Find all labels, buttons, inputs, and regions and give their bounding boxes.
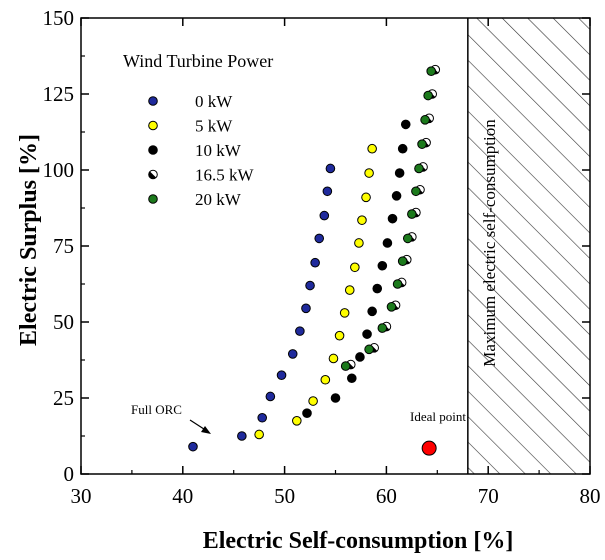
x-tick-label: 30 [71,484,92,508]
point-5-kw [328,353,339,364]
x-tick-label: 50 [274,484,295,508]
axis-ticks: 30 40 50 60 70 80 0 25 50 75 100 125 150 [43,6,601,508]
legend-marker-shade [148,171,157,179]
point-0-kw [319,210,330,221]
point-10-kw [397,143,408,154]
point-20-kw [417,139,427,149]
x-tick-label: 70 [478,484,499,508]
point-20-kw [392,279,403,289]
point-10-kw [346,373,357,384]
hatched-region [467,18,590,474]
x-tick-label: 60 [376,484,397,508]
point-0-kw [314,233,325,244]
legend: 0 kW 5 kW 10 kW 16.5 kW 20 kW [148,92,255,209]
data-points [188,64,441,456]
legend-label: 0 kW [195,92,233,111]
y-tick-label: 0 [64,462,75,486]
legend-label: 10 kW [195,141,242,160]
point-10-kw [355,352,365,362]
full-orc-label: Full ORC [131,402,182,417]
full-orc-marker [188,441,198,452]
point-5-kw [334,330,345,341]
point-20-kw [386,302,397,312]
y-axis-title: Electric Surplus [%] [16,134,42,346]
point-0-kw [237,431,247,441]
legend-label: 5 kW [195,117,233,136]
point-20-kw [411,186,421,197]
point-20-kw [340,361,351,371]
legend-label: 20 kW [195,190,242,209]
point-5-kw [354,238,364,248]
legend-label: 16.5 kW [195,166,255,185]
point-10-kw [382,238,393,248]
y-tick-label: 125 [43,82,75,106]
point-0-kw [301,303,311,314]
point-20-kw [420,115,430,125]
y-tick-label: 25 [53,386,74,410]
point-5-kw [357,215,367,225]
point-0-kw [325,163,336,174]
x-tick-label: 80 [580,484,601,508]
legend-title: Wind Turbine Power [123,51,273,71]
y-tick-label: 150 [43,6,75,30]
point-0-kw [322,186,333,197]
point-10-kw [394,168,405,178]
legend-marker [148,96,158,106]
point-20-kw [414,163,424,174]
point-20-kw [364,344,374,355]
point-10-kw [330,393,341,403]
point-10-kw [302,408,312,419]
point-20-kw [426,66,436,76]
region-label: Maximum electric self-consumption [480,119,499,367]
point-0-kw [276,370,287,381]
y-tick-label: 50 [53,310,74,334]
point-20-kw [402,233,413,244]
x-tick-label: 40 [172,484,193,508]
ideal-point-label: Ideal point [410,409,466,424]
legend-marker [148,145,158,155]
point-10-kw [367,306,377,317]
point-5-kw [320,374,331,385]
point-20-kw [423,90,433,101]
point-0-kw [257,412,268,423]
point-20-kw [397,256,408,267]
y-tick-label: 75 [53,234,74,258]
point-20-kw [377,323,388,333]
point-20-kw [407,209,417,219]
legend-marker [148,194,158,204]
point-0-kw [310,257,320,268]
point-5-kw [254,429,264,440]
point-5-kw [339,308,350,318]
point-0-kw [295,326,305,336]
point-5-kw [292,416,302,426]
legend-marker [148,120,158,131]
point-10-kw [391,191,402,201]
point-5-kw [344,285,355,295]
point-10-kw [400,119,411,130]
full-orc-arrowhead [201,426,211,434]
y-tick-label: 100 [43,158,75,182]
point-0-kw [305,280,315,291]
point-10-kw [362,329,372,339]
x-axis-title: Electric Self-consumption [%] [203,528,514,554]
point-10-kw [372,283,383,294]
ideal-point-marker [421,440,437,456]
point-0-kw [287,349,298,359]
point-5-kw [364,168,374,178]
point-5-kw [367,143,377,154]
point-10-kw [387,213,398,224]
point-10-kw [377,260,388,271]
point-0-kw [265,391,276,402]
point-5-kw [361,192,371,203]
point-5-kw [350,262,360,273]
point-5-kw [308,396,318,406]
